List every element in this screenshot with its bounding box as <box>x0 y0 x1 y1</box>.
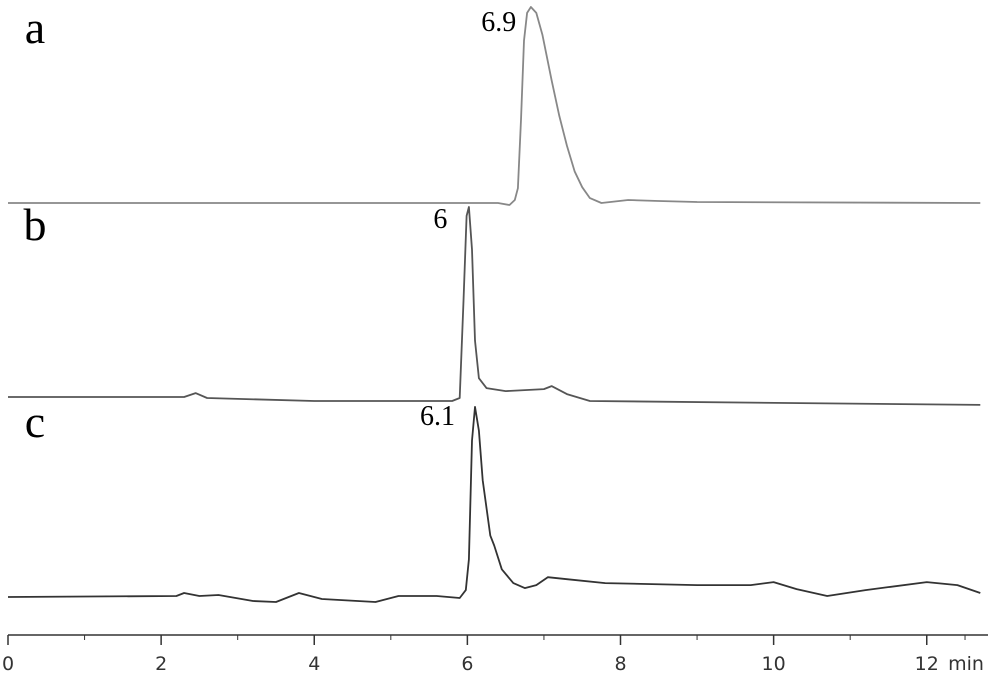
x-axis-label: min <box>948 653 984 675</box>
trace <box>8 206 981 406</box>
panel-label: b <box>24 199 47 250</box>
x-tick-label: 0 <box>2 653 14 675</box>
x-tick-label: 8 <box>614 653 626 675</box>
peak-label: 6 <box>433 204 447 235</box>
x-tick-label: 6 <box>461 653 473 675</box>
trace <box>8 6 981 206</box>
x-tick-label: 12 <box>915 653 939 675</box>
panel-label: c <box>25 396 45 447</box>
panel-label: a <box>25 2 45 53</box>
x-tick-label: 2 <box>155 653 167 675</box>
x-tick-label: 10 <box>762 653 786 675</box>
trace <box>7 406 981 603</box>
x-tick-label: 4 <box>308 653 320 675</box>
peak-label: 6.1 <box>420 401 455 432</box>
peak-label: 6.9 <box>481 7 516 38</box>
